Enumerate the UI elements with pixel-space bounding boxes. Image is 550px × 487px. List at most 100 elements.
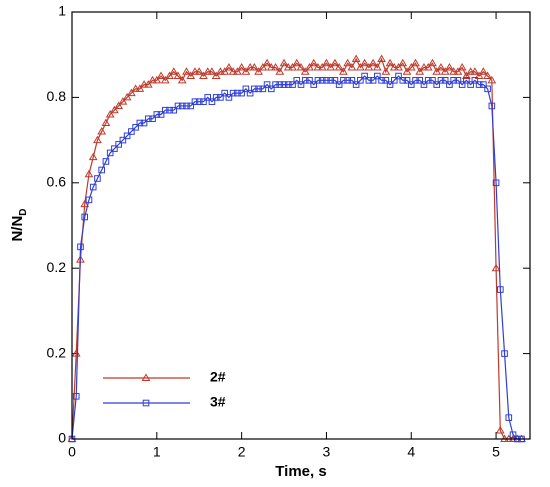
marker xyxy=(195,98,203,105)
y-axis-label-main: N/N xyxy=(9,216,26,242)
marker xyxy=(119,136,127,144)
marker xyxy=(403,77,411,84)
marker xyxy=(428,58,437,67)
marker xyxy=(153,111,161,118)
marker xyxy=(233,67,242,75)
marker xyxy=(343,58,353,67)
marker xyxy=(118,97,128,105)
marker xyxy=(394,63,403,71)
marker xyxy=(323,77,330,84)
marker xyxy=(415,67,425,75)
marker xyxy=(93,135,102,144)
marker xyxy=(241,67,251,75)
plot-frame xyxy=(71,11,531,440)
marker xyxy=(98,166,105,174)
marker xyxy=(491,263,501,272)
marker xyxy=(495,425,505,434)
marker xyxy=(296,63,306,71)
marker xyxy=(177,75,187,84)
marker xyxy=(310,81,318,88)
marker xyxy=(293,77,301,84)
marker xyxy=(412,77,419,84)
marker xyxy=(411,58,420,67)
marker xyxy=(258,63,268,71)
x-tick-label: 1 xyxy=(153,444,161,460)
marker xyxy=(372,63,382,71)
marker xyxy=(309,58,319,67)
marker xyxy=(437,77,445,84)
marker xyxy=(166,106,173,114)
marker xyxy=(457,63,467,71)
marker xyxy=(297,81,305,88)
y-tick-label: 1 xyxy=(58,3,66,19)
marker xyxy=(344,77,351,84)
marker xyxy=(484,85,491,93)
marker xyxy=(420,81,428,88)
marker xyxy=(191,98,199,105)
marker xyxy=(126,88,136,97)
marker xyxy=(157,111,165,118)
marker xyxy=(453,67,463,75)
marker xyxy=(173,71,183,80)
marker xyxy=(165,71,174,80)
marker xyxy=(106,149,114,157)
marker xyxy=(203,67,213,75)
marker xyxy=(275,67,285,75)
marker xyxy=(271,63,280,71)
x-tick-label: 5 xyxy=(492,444,500,460)
marker xyxy=(143,80,153,88)
marker xyxy=(221,89,228,97)
marker xyxy=(450,77,457,84)
marker xyxy=(327,77,334,84)
marker xyxy=(487,75,497,84)
marker xyxy=(284,81,292,88)
marker xyxy=(492,179,500,187)
x-axis-label: Time, s xyxy=(275,463,326,480)
marker xyxy=(365,77,373,84)
marker xyxy=(471,77,479,84)
marker xyxy=(378,77,385,84)
marker xyxy=(132,123,139,131)
marker xyxy=(395,72,402,80)
marker xyxy=(255,85,262,93)
marker xyxy=(115,141,122,148)
marker xyxy=(360,58,369,67)
marker xyxy=(229,89,237,97)
marker xyxy=(446,81,453,88)
marker xyxy=(80,199,90,208)
marker xyxy=(237,63,247,71)
marker xyxy=(280,81,288,88)
marker xyxy=(128,128,135,135)
marker xyxy=(140,119,148,127)
marker xyxy=(314,77,322,84)
marker xyxy=(306,77,313,84)
marker xyxy=(169,67,179,75)
x-tick-label: 0 xyxy=(68,444,76,460)
y-tick-label: 0 xyxy=(58,430,66,446)
marker xyxy=(81,213,89,221)
marker xyxy=(216,67,225,75)
marker xyxy=(238,89,245,97)
marker xyxy=(326,63,336,71)
marker xyxy=(251,85,258,93)
marker xyxy=(478,67,488,75)
marker xyxy=(398,58,408,67)
marker xyxy=(355,63,365,71)
marker xyxy=(88,152,98,161)
marker xyxy=(470,67,480,75)
marker xyxy=(334,63,344,71)
marker xyxy=(279,58,289,67)
marker xyxy=(466,67,476,75)
marker xyxy=(152,75,162,84)
marker xyxy=(474,71,484,80)
marker xyxy=(187,102,195,110)
y-tick-label: 0.2 xyxy=(47,259,67,275)
marker xyxy=(217,94,224,101)
marker xyxy=(407,81,415,88)
marker xyxy=(170,106,178,114)
marker xyxy=(259,85,267,93)
marker xyxy=(402,67,412,75)
marker xyxy=(199,71,208,80)
x-tick-label: 4 xyxy=(407,444,415,460)
marker xyxy=(85,196,93,204)
